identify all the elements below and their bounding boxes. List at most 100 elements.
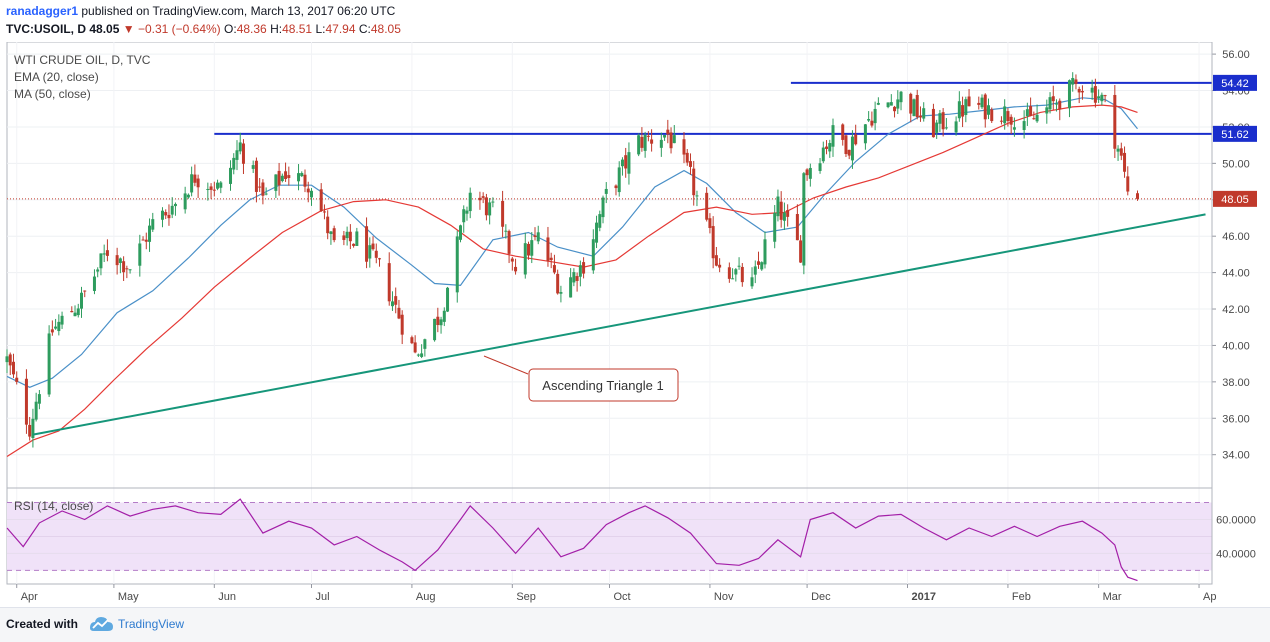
- annotation-callout[interactable]: Ascending Triangle 1: [483, 355, 679, 402]
- candle-body: [986, 105, 990, 115]
- candle-body: [151, 219, 155, 230]
- candle-body: [50, 329, 54, 333]
- candle-body: [488, 202, 492, 216]
- y-tick-label: 40.00: [1222, 340, 1250, 352]
- candle-body: [575, 276, 579, 281]
- candle-body: [329, 231, 333, 235]
- candle-body: [1035, 114, 1039, 122]
- candle-body: [15, 377, 19, 382]
- candle-body: [303, 174, 307, 187]
- candle-body: [805, 169, 809, 176]
- candle-body: [141, 239, 145, 241]
- candle-body: [977, 102, 981, 105]
- candle-body: [420, 353, 424, 357]
- candle-body: [737, 265, 741, 267]
- candle-body: [144, 239, 148, 242]
- candles: [5, 72, 1139, 448]
- username-link[interactable]: ranadagger1: [6, 4, 79, 18]
- candle-body: [740, 266, 744, 283]
- candle-body: [251, 165, 255, 169]
- x-tick-label: Nov: [714, 591, 734, 603]
- candle-body: [170, 205, 174, 215]
- candle-body: [326, 216, 330, 234]
- price-axis: 34.0036.0038.0040.0042.0044.0046.0048.00…: [1211, 42, 1256, 584]
- candle-body: [870, 120, 874, 126]
- price-chart[interactable]: 34.0036.0038.0040.0042.0044.0046.0048.00…: [0, 42, 1270, 607]
- candle-body: [28, 424, 32, 437]
- rsi-background: [7, 501, 1212, 571]
- candle-body: [501, 200, 505, 227]
- candle-body: [659, 139, 663, 148]
- candle-body: [300, 173, 304, 177]
- candle-body: [915, 94, 919, 118]
- last-price: 48.05: [89, 22, 120, 36]
- candle-body: [34, 401, 38, 420]
- candle-body: [254, 160, 258, 192]
- x-tick-label: Apr: [21, 591, 38, 603]
- candle-body: [708, 218, 712, 228]
- candle-body: [167, 214, 171, 219]
- x-tick-label: Dec: [811, 591, 831, 603]
- candle-body: [232, 157, 236, 170]
- y-tick-label: 44.00: [1222, 268, 1250, 280]
- candle-body: [309, 190, 313, 198]
- candle-body: [957, 101, 961, 119]
- candle-body: [125, 268, 129, 270]
- y-tick-label: 50.00: [1222, 158, 1250, 170]
- candle-body: [442, 310, 446, 322]
- candle-body: [961, 105, 965, 117]
- candle-body: [118, 258, 122, 263]
- candle-body: [786, 210, 790, 217]
- candle-body: [31, 418, 35, 439]
- candle-body: [779, 201, 783, 220]
- candle-body: [734, 269, 738, 275]
- candle-body: [1116, 148, 1120, 152]
- candle-body: [669, 132, 673, 149]
- candle-body: [692, 168, 696, 196]
- candle-body: [1071, 78, 1075, 85]
- candle-body: [850, 136, 854, 161]
- candle-body: [828, 143, 832, 152]
- candle-body: [241, 143, 245, 164]
- open-label: O:: [224, 22, 237, 36]
- candle-body: [219, 182, 223, 188]
- candle-body: [893, 106, 897, 112]
- rsi-legend: RSI (14, close): [14, 499, 93, 513]
- candle-body: [1126, 176, 1130, 192]
- candle-body: [465, 210, 469, 214]
- candle-body: [297, 173, 301, 182]
- candle-body: [280, 175, 284, 182]
- candle-body: [549, 257, 553, 261]
- ohlc-line: TVC:USOIL, D 48.05 ▼ −0.31 (−0.64%) O:48…: [6, 22, 401, 36]
- candle-body: [685, 152, 689, 163]
- candle-body: [1045, 107, 1049, 114]
- candle-body: [672, 135, 676, 144]
- candle-body: [348, 231, 352, 242]
- candle-body: [1093, 86, 1097, 103]
- candle-body: [397, 307, 401, 319]
- candle-body: [614, 185, 618, 189]
- candle-body: [481, 196, 485, 198]
- candle-body: [964, 99, 968, 116]
- candle-body: [559, 292, 563, 294]
- tradingview-logo-icon[interactable]: [88, 614, 114, 634]
- candle-body: [776, 196, 780, 217]
- tradingview-brand[interactable]: TradingView: [118, 617, 185, 631]
- candle-body: [410, 337, 414, 344]
- candle-body: [400, 314, 404, 335]
- candle-body: [595, 222, 599, 243]
- candle-body: [455, 236, 459, 293]
- candle-body: [37, 394, 41, 404]
- candle-body: [238, 142, 242, 152]
- candle-body: [122, 261, 126, 273]
- candle-body: [757, 261, 761, 265]
- rsi-tick-label: 60.0000: [1216, 514, 1256, 526]
- candle-body: [841, 124, 845, 140]
- candle-body: [753, 266, 757, 275]
- x-tick-label: 2017: [912, 591, 936, 603]
- candle-body: [591, 239, 595, 271]
- candle-body: [1080, 91, 1084, 93]
- candle-body: [507, 231, 511, 254]
- candle-body: [416, 354, 420, 356]
- candle-body: [763, 239, 767, 265]
